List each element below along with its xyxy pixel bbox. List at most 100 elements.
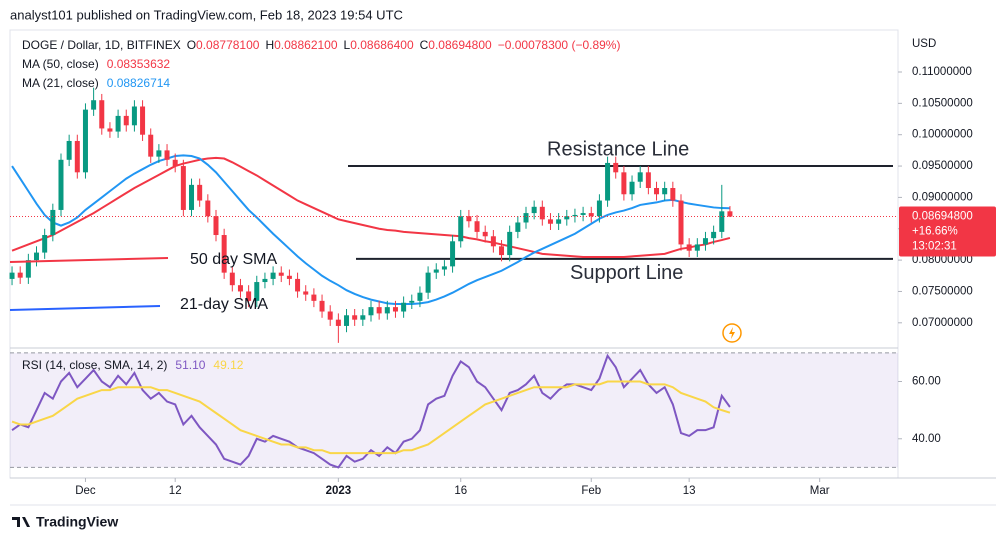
sma-drawing-blue <box>9 305 161 311</box>
candle-body <box>376 307 382 314</box>
y-tick-label: 0.09000000 <box>912 191 973 203</box>
candle-body <box>605 162 611 201</box>
legend-item: H <box>265 38 274 52</box>
plot-layer: 0.070000000.075000000.080000000.08500000… <box>9 66 996 497</box>
candle-body <box>694 244 700 251</box>
y-tick-label: 0.08000000 <box>912 254 973 266</box>
rsi-tick-label: 40.00 <box>912 433 941 445</box>
candle-body <box>417 292 423 301</box>
candle-body <box>433 269 439 273</box>
candle-body <box>458 216 464 242</box>
candle-body <box>662 188 668 195</box>
legend-item: −0.00078300 (−0.89%) <box>498 38 621 52</box>
last-price-badge <box>899 206 996 257</box>
ma-line <box>11 156 731 258</box>
logo-mark <box>12 517 30 527</box>
x-tick-label: 13 <box>683 485 696 497</box>
legend-line: DOGE / Dollar, 1D, BITFINEX O0.08778100 H0… <box>22 38 620 52</box>
candle-body <box>564 216 570 220</box>
candle-body <box>197 184 203 201</box>
candle-body <box>311 294 317 301</box>
brand-logo <box>12 517 30 527</box>
candle-body <box>474 221 480 232</box>
candle-body <box>189 184 195 210</box>
candle-body <box>205 200 211 217</box>
candle-body <box>596 200 602 217</box>
legend-item: DOGE / Dollar, 1D, BITFINEX <box>22 38 181 52</box>
candle-body <box>368 307 374 316</box>
candle-body <box>523 213 529 223</box>
candle-body <box>686 244 692 251</box>
x-tick-label: Feb <box>581 485 601 497</box>
x-tick-label: 2023 <box>326 485 352 497</box>
legend-item: 0.08694800 <box>428 38 492 52</box>
candle-body <box>360 315 366 320</box>
candle-body <box>425 272 431 293</box>
candle-body <box>490 236 496 247</box>
legend-item: 49.12 <box>213 358 243 372</box>
legend-line: MA (21, close) 0.08826714 <box>22 76 170 90</box>
candle-body <box>499 246 505 256</box>
icon-bolt[interactable] <box>729 327 735 339</box>
legend-item: C <box>420 38 429 52</box>
candle-body <box>172 159 178 167</box>
candle-body <box>466 216 472 222</box>
legend-item: O <box>187 38 196 52</box>
y-tick-label: 0.07000000 <box>912 317 973 329</box>
axis-unit: USD <box>912 38 936 50</box>
x-tick-label: Dec <box>75 485 96 497</box>
candle-body <box>50 209 56 236</box>
candle-body <box>42 235 48 253</box>
brand-text: TradingView <box>36 514 118 530</box>
x-tick-label: 16 <box>454 485 467 497</box>
legend-line: MA (50, close) 0.08353632 <box>22 57 170 71</box>
candle-body <box>74 140 80 173</box>
candle-body <box>229 272 235 286</box>
candle-body <box>450 241 456 267</box>
candle-body <box>66 140 72 160</box>
candle-body <box>278 272 284 276</box>
candle-body <box>352 315 358 320</box>
last-price-change: +16.66% <box>912 226 958 238</box>
candle-body <box>17 272 23 278</box>
candle-body <box>547 219 553 224</box>
candle-body <box>621 172 627 195</box>
candle-body <box>82 109 88 173</box>
candle-body <box>401 302 407 312</box>
candle-body <box>131 106 137 126</box>
legend-item: 0.08353632 <box>107 57 171 71</box>
candle-body <box>613 162 619 173</box>
rsi-line <box>11 353 731 469</box>
legend-item: 0.08862100 <box>274 38 338 52</box>
lightning-icon[interactable] <box>722 323 742 343</box>
last-price-countdown: 13:02:31 <box>912 241 957 253</box>
note-21-sma: 21-day SMA <box>180 296 268 313</box>
candle-body <box>588 213 594 217</box>
candle-body <box>539 206 545 220</box>
candle-body <box>482 231 488 237</box>
legend-item: 0.08778100 <box>196 38 260 52</box>
note-50-sma: 50 day SMA <box>190 251 277 268</box>
legend-item: RSI (14, close, SMA, 14, 2) <box>22 358 167 372</box>
candle-body <box>34 252 40 261</box>
rsi-tick-label: 60.00 <box>912 376 941 388</box>
candle-body <box>295 278 301 292</box>
candle-body <box>711 231 717 239</box>
candle-body <box>286 275 292 279</box>
candle-body <box>441 266 447 270</box>
x-tick-label: Mar <box>810 485 830 497</box>
candle-body <box>58 159 64 210</box>
candle-body <box>180 166 186 210</box>
candle-body <box>237 285 243 292</box>
legend-item: MA (21, close) <box>22 76 99 90</box>
candle-body <box>507 231 513 256</box>
y-tick-label: 0.11000000 <box>912 66 972 78</box>
last-price-label: 0.08694800 <box>912 211 973 223</box>
x-tick-label: 12 <box>169 485 182 497</box>
candle-body <box>303 291 309 295</box>
legend-item: 0.08826714 <box>107 76 171 90</box>
y-tick-label: 0.09500000 <box>912 160 973 172</box>
candle-body <box>221 235 227 273</box>
candle-body <box>9 272 15 279</box>
